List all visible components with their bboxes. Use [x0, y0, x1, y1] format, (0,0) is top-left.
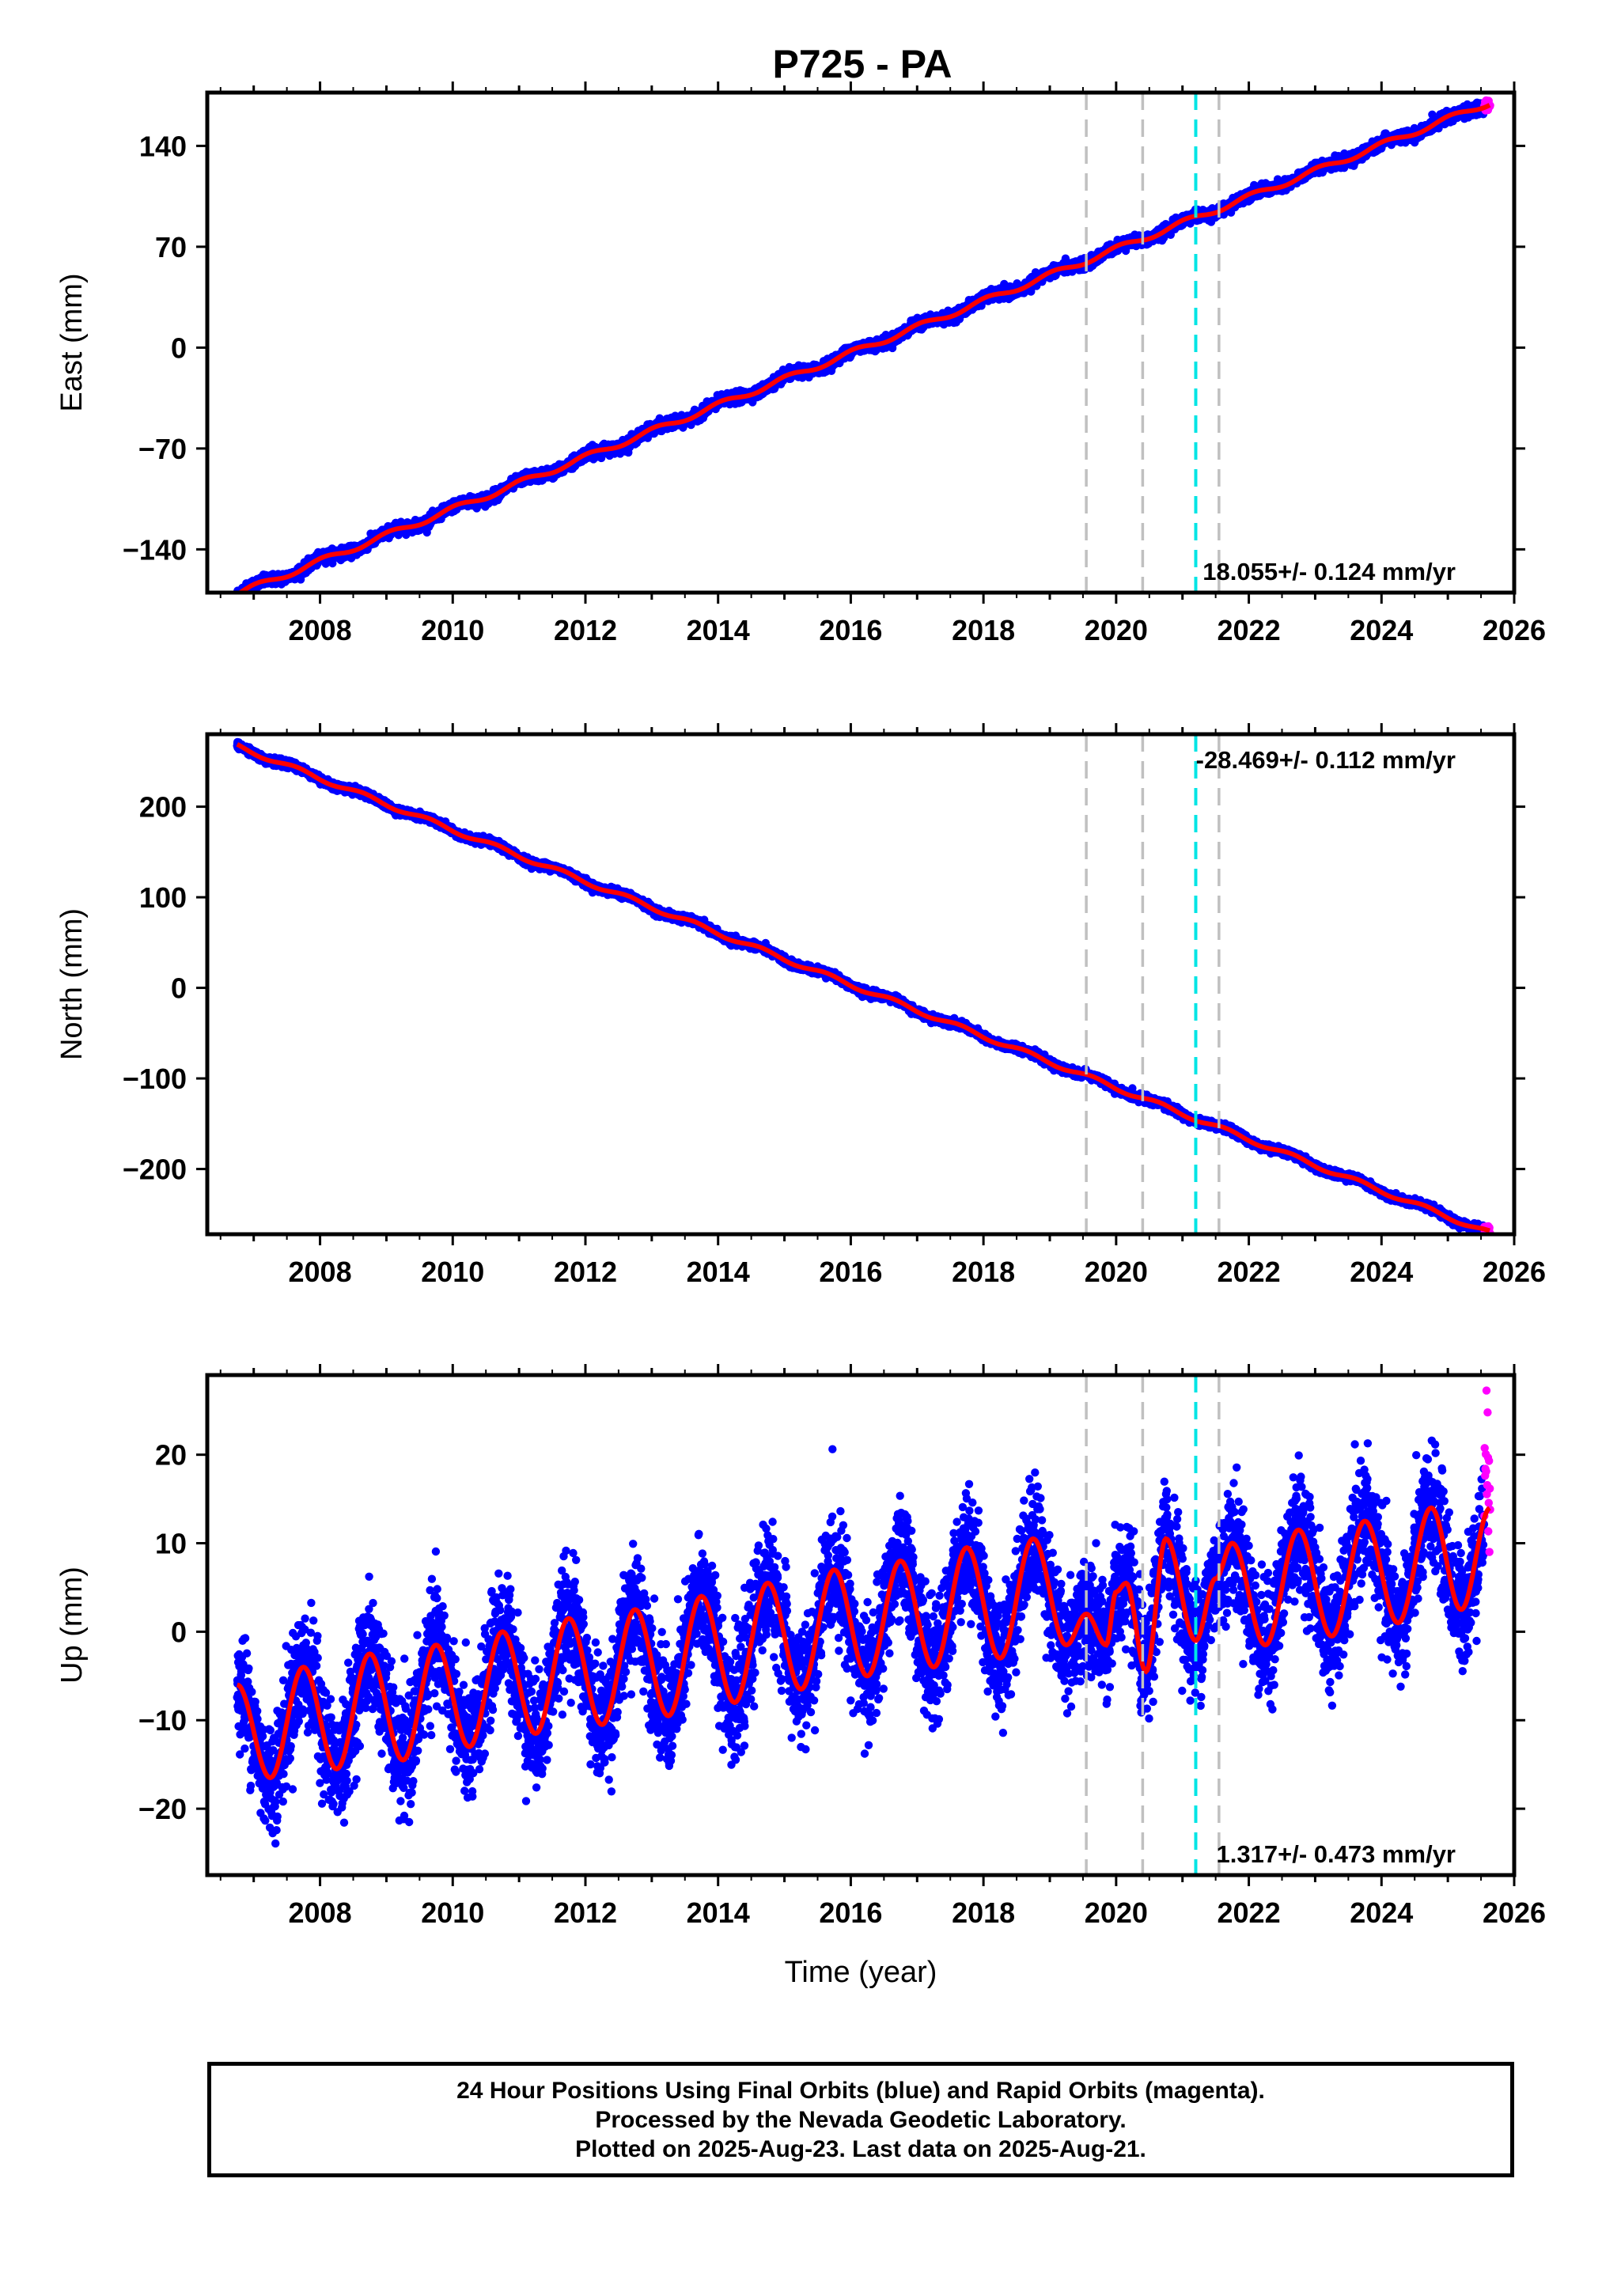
- east-panel: 2008 2010 2012 2014 2016 2018 2020 2022 2024 2026…: [55, 81, 1546, 646]
- east-final-orbit-points: [233, 98, 1489, 603]
- data-point: [235, 595, 243, 603]
- time-series-figure: 2008 2010 2012 2014 2016 2018 2020 2022 2024 2026…: [55, 42, 1546, 1989]
